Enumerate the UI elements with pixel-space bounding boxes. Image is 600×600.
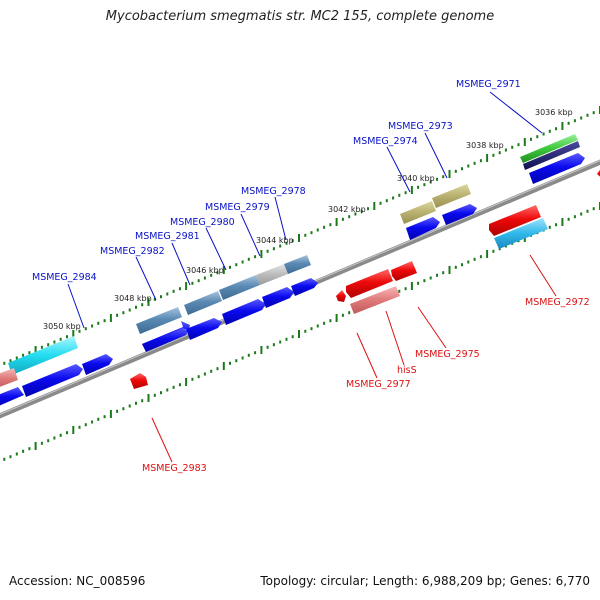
- reverse-gene-labels: MSMEG_2972 MSMEG_2975 hisS MSMEG_2977 MS…: [142, 297, 590, 474]
- kbp-label-3036: 3036 kbp: [535, 108, 573, 117]
- label-msmeg-2972[interactable]: MSMEG_2972: [525, 297, 590, 308]
- label-msmeg-2982[interactable]: MSMEG_2982: [100, 246, 165, 257]
- label-msmeg-2975[interactable]: MSMEG_2975: [415, 349, 480, 360]
- kbp-labels: 3036 kbp 3038 kbp 3040 kbp 3042 kbp 3044…: [43, 108, 573, 331]
- label-hisS[interactable]: hisS: [397, 365, 417, 376]
- label-msmeg-2974[interactable]: MSMEG_2974: [353, 136, 418, 147]
- label-msmeg-2980[interactable]: MSMEG_2980: [170, 217, 235, 228]
- forward-cds-track[interactable]: [0, 153, 585, 408]
- label-msmeg-2984[interactable]: MSMEG_2984: [32, 272, 97, 283]
- kbp-label-3046: 3046 kbp: [186, 266, 224, 275]
- label-msmeg-2971[interactable]: MSMEG_2971: [456, 79, 521, 90]
- kbp-label-3042: 3042 kbp: [328, 205, 366, 214]
- kbp-label-3038: 3038 kbp: [466, 141, 504, 150]
- label-msmeg-2979[interactable]: MSMEG_2979: [205, 202, 270, 213]
- upper-tick-ruler: [3, 106, 600, 365]
- label-msmeg-2983[interactable]: MSMEG_2983: [142, 463, 207, 474]
- accession-text: Accession: NC_008596: [9, 574, 146, 588]
- label-msmeg-2981[interactable]: MSMEG_2981: [135, 231, 200, 242]
- upper-feature-track[interactable]: [0, 134, 580, 389]
- label-msmeg-2973[interactable]: MSMEG_2973: [388, 121, 453, 132]
- genome-summary-text: Topology: circular; Length: 6,988,209 bp…: [260, 574, 590, 588]
- reverse-cds-track[interactable]: [130, 167, 600, 389]
- label-msmeg-2978[interactable]: MSMEG_2978: [241, 186, 306, 197]
- kbp-label-3044: 3044 kbp: [256, 236, 294, 245]
- leader-lines: [67, 91, 557, 463]
- map-title: Mycobacterium smegmatis str. MC2 155, co…: [105, 9, 495, 24]
- label-msmeg-2977[interactable]: MSMEG_2977: [346, 379, 411, 390]
- kbp-label-3048: 3048 kbp: [114, 294, 152, 303]
- kbp-label-3040: 3040 kbp: [397, 174, 435, 183]
- kbp-label-3050: 3050 kbp: [43, 322, 81, 331]
- forward-gene-labels: MSMEG_2971 MSMEG_2973 MSMEG_2974 MSMEG_2…: [32, 79, 521, 283]
